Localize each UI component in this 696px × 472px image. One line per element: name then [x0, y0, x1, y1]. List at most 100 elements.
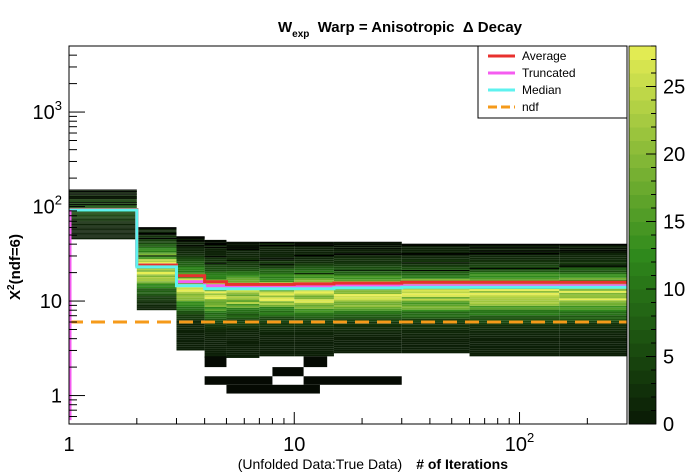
heatmap-cell — [226, 280, 260, 283]
heatmap-cell — [176, 308, 205, 311]
heatmap-cell — [294, 329, 334, 332]
heatmap-cell — [559, 354, 627, 357]
heatmap-cell — [559, 322, 627, 325]
heatmap-cell — [333, 340, 402, 343]
heatmap-cell — [69, 201, 137, 203]
heatmap-cell — [259, 255, 295, 258]
heatmap-cell — [469, 352, 560, 355]
heatmap-cell — [401, 275, 470, 277]
color-scale-step — [629, 410, 656, 425]
y-axis-label: X2(ndf=6) — [6, 234, 24, 300]
heatmap-cell — [401, 336, 470, 339]
heatmap-cell — [333, 275, 402, 278]
heatmap-cell — [136, 307, 177, 309]
heatmap-cell — [69, 204, 137, 206]
heatmap-cell — [401, 313, 470, 316]
heatmap-cell — [559, 294, 627, 297]
heatmap-cell — [559, 292, 627, 295]
heatmap-cell — [259, 264, 295, 267]
heatmap-cell — [559, 255, 627, 258]
y-tick-label: 103 — [33, 98, 62, 124]
color-scale-step — [629, 73, 656, 87]
heatmap-cell — [259, 270, 295, 273]
heatmap-cell — [259, 291, 295, 294]
heatmap-cell — [226, 336, 260, 339]
heatmap-cell — [69, 212, 137, 214]
heatmap-cell — [204, 295, 227, 298]
heatmap-cell — [259, 323, 295, 326]
heatmap-cell — [136, 245, 177, 247]
heatmap-cell — [226, 242, 260, 245]
heatmap-cell — [69, 226, 137, 228]
heatmap-cell — [204, 267, 227, 270]
heatmap-cell — [176, 263, 205, 266]
heatmap-cell — [69, 222, 137, 223]
heatmap-cell — [333, 301, 402, 304]
heatmap-cell — [469, 257, 560, 260]
heatmap-cell — [401, 298, 470, 301]
heatmap-cell — [69, 216, 137, 218]
heatmap-cell — [259, 249, 295, 252]
heatmap-cell — [401, 296, 470, 299]
heatmap-cell — [401, 267, 470, 270]
heatmap-cell — [69, 235, 137, 237]
color-scale-step — [629, 181, 656, 195]
heatmap-cell — [401, 315, 470, 317]
heatmap-cell — [176, 248, 205, 250]
color-scale-step — [629, 59, 656, 74]
heatmap-cell — [204, 334, 227, 337]
heatmap-cell — [176, 267, 205, 269]
heatmap-cell — [136, 306, 177, 308]
heatmap-cell — [226, 269, 260, 272]
axes: 1 10 102 1 10 102 103 — [33, 45, 628, 456]
heatmap-cell — [136, 297, 177, 300]
heatmap-cell — [204, 240, 227, 243]
heatmap-cell — [469, 266, 560, 269]
heatmap-cell — [176, 278, 205, 281]
heatmap-cell — [401, 293, 470, 296]
heatmap-cell — [136, 244, 177, 246]
heatmap-cell — [559, 318, 627, 321]
heatmap-cell — [559, 346, 627, 349]
heatmap-cell — [176, 270, 205, 273]
heatmap-cell — [204, 253, 227, 256]
heatmap-cell — [333, 342, 402, 345]
heatmap-cell — [333, 308, 402, 311]
color-scale-step — [629, 302, 656, 317]
heatmap-cell — [559, 290, 627, 293]
heatmap-cell — [559, 264, 627, 267]
heatmap-cell — [401, 256, 470, 259]
heatmap-cell — [469, 274, 560, 276]
heatmap-cell — [176, 251, 205, 254]
heatmap-cell — [69, 218, 137, 220]
heatmap-cell — [69, 192, 137, 194]
heatmap-cell — [69, 206, 137, 208]
heatmap-cell — [176, 327, 205, 330]
heatmap-cell — [401, 327, 470, 330]
heatmap-cell — [294, 245, 334, 248]
heatmap-cell — [259, 346, 295, 349]
heatmap-cell — [176, 287, 205, 290]
heatmap-cell — [469, 277, 560, 280]
heatmap-cell — [136, 259, 177, 261]
heatmap-cell — [69, 193, 137, 195]
heatmap-cell — [136, 300, 177, 302]
heatmap-cell — [69, 217, 137, 218]
heatmap-cell — [204, 326, 227, 329]
heatmap-cell — [259, 251, 295, 254]
heatmap-cell — [469, 298, 560, 301]
heatmap-cell — [204, 310, 227, 313]
heatmap-cell — [176, 268, 205, 271]
heatmap-cell — [176, 289, 205, 292]
heatmap-outlier-cell — [303, 376, 402, 385]
heatmap-cell — [176, 246, 205, 249]
heatmap-cell — [176, 255, 205, 258]
heatmap-cell — [469, 275, 560, 278]
heatmap-cell — [176, 276, 205, 279]
heatmap-cell — [559, 262, 627, 265]
heatmap-cell — [294, 291, 334, 294]
heatmap-cell — [204, 332, 227, 335]
heatmap-cell — [259, 247, 295, 250]
heatmap-cell — [176, 340, 205, 343]
heatmap-cell — [294, 318, 334, 321]
